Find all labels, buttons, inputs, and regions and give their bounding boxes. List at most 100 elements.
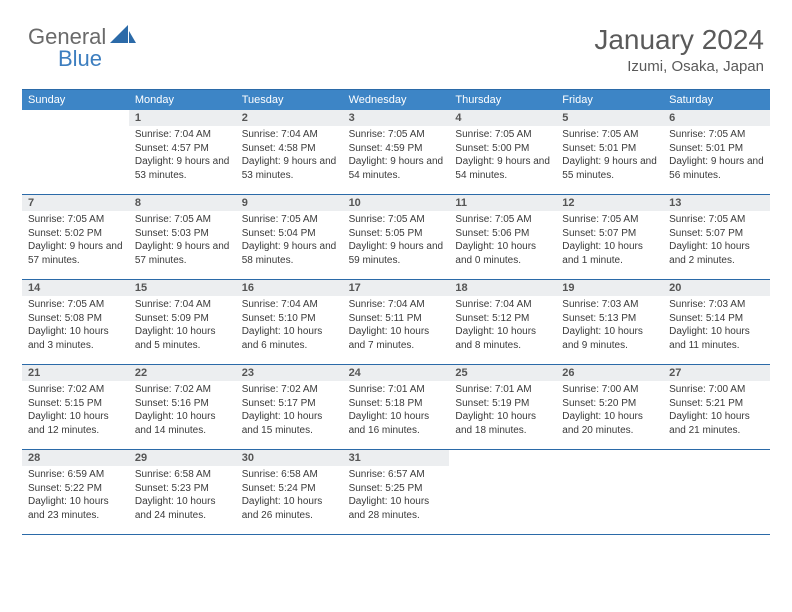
sunset-text: Sunset: 5:19 PM — [455, 397, 550, 411]
daylight-text: Daylight: 10 hours and 18 minutes. — [455, 410, 550, 437]
day-body: Sunrise: 7:05 AMSunset: 5:07 PMDaylight:… — [663, 211, 770, 271]
sunset-text: Sunset: 5:24 PM — [242, 482, 337, 496]
day-number: 4 — [449, 110, 556, 126]
day-number: 13 — [663, 195, 770, 211]
daylight-text: Daylight: 10 hours and 9 minutes. — [562, 325, 657, 352]
week-row: 21Sunrise: 7:02 AMSunset: 5:15 PMDayligh… — [22, 364, 770, 449]
daylight-text: Daylight: 9 hours and 59 minutes. — [349, 240, 444, 267]
daylight-text: Daylight: 9 hours and 56 minutes. — [669, 155, 764, 182]
daylight-text: Daylight: 10 hours and 5 minutes. — [135, 325, 230, 352]
weekday-header: Wednesday — [343, 90, 450, 110]
day-number: 7 — [22, 195, 129, 211]
sunset-text: Sunset: 5:05 PM — [349, 227, 444, 241]
day-cell: 8Sunrise: 7:05 AMSunset: 5:03 PMDaylight… — [129, 195, 236, 279]
day-number: 23 — [236, 365, 343, 381]
daylight-text: Daylight: 9 hours and 54 minutes. — [455, 155, 550, 182]
daylight-text: Daylight: 10 hours and 2 minutes. — [669, 240, 764, 267]
sunrise-text: Sunrise: 7:01 AM — [455, 383, 550, 397]
daylight-text: Daylight: 9 hours and 53 minutes. — [242, 155, 337, 182]
daylight-text: Daylight: 10 hours and 24 minutes. — [135, 495, 230, 522]
daylight-text: Daylight: 10 hours and 15 minutes. — [242, 410, 337, 437]
day-cell: 19Sunrise: 7:03 AMSunset: 5:13 PMDayligh… — [556, 280, 663, 364]
day-number: 8 — [129, 195, 236, 211]
day-body: Sunrise: 7:00 AMSunset: 5:21 PMDaylight:… — [663, 381, 770, 441]
day-body: Sunrise: 6:58 AMSunset: 5:23 PMDaylight:… — [129, 466, 236, 526]
sunset-text: Sunset: 5:21 PM — [669, 397, 764, 411]
week-row: 1Sunrise: 7:04 AMSunset: 4:57 PMDaylight… — [22, 110, 770, 194]
day-cell: 21Sunrise: 7:02 AMSunset: 5:15 PMDayligh… — [22, 365, 129, 449]
day-cell: 15Sunrise: 7:04 AMSunset: 5:09 PMDayligh… — [129, 280, 236, 364]
day-cell: 4Sunrise: 7:05 AMSunset: 5:00 PMDaylight… — [449, 110, 556, 194]
day-cell — [663, 450, 770, 534]
sunrise-text: Sunrise: 7:02 AM — [242, 383, 337, 397]
day-number: 18 — [449, 280, 556, 296]
sunset-text: Sunset: 5:22 PM — [28, 482, 123, 496]
day-body: Sunrise: 7:05 AMSunset: 5:01 PMDaylight:… — [663, 126, 770, 186]
sunset-text: Sunset: 5:00 PM — [455, 142, 550, 156]
day-number: 20 — [663, 280, 770, 296]
sunset-text: Sunset: 4:59 PM — [349, 142, 444, 156]
sunrise-text: Sunrise: 7:04 AM — [242, 298, 337, 312]
sunrise-text: Sunrise: 7:03 AM — [669, 298, 764, 312]
day-body: Sunrise: 7:05 AMSunset: 5:02 PMDaylight:… — [22, 211, 129, 271]
day-number: 27 — [663, 365, 770, 381]
daylight-text: Daylight: 10 hours and 11 minutes. — [669, 325, 764, 352]
sunset-text: Sunset: 5:11 PM — [349, 312, 444, 326]
sunrise-text: Sunrise: 7:05 AM — [242, 213, 337, 227]
day-number: 6 — [663, 110, 770, 126]
day-cell: 27Sunrise: 7:00 AMSunset: 5:21 PMDayligh… — [663, 365, 770, 449]
daylight-text: Daylight: 9 hours and 58 minutes. — [242, 240, 337, 267]
day-cell: 22Sunrise: 7:02 AMSunset: 5:16 PMDayligh… — [129, 365, 236, 449]
day-body: Sunrise: 6:59 AMSunset: 5:22 PMDaylight:… — [22, 466, 129, 526]
day-cell: 29Sunrise: 6:58 AMSunset: 5:23 PMDayligh… — [129, 450, 236, 534]
day-body: Sunrise: 7:01 AMSunset: 5:19 PMDaylight:… — [449, 381, 556, 441]
day-cell: 24Sunrise: 7:01 AMSunset: 5:18 PMDayligh… — [343, 365, 450, 449]
sunrise-text: Sunrise: 7:05 AM — [349, 213, 444, 227]
sunrise-text: Sunrise: 7:05 AM — [455, 213, 550, 227]
day-number: 17 — [343, 280, 450, 296]
sunset-text: Sunset: 5:12 PM — [455, 312, 550, 326]
sunrise-text: Sunrise: 7:04 AM — [135, 128, 230, 142]
day-number: 16 — [236, 280, 343, 296]
sunset-text: Sunset: 5:03 PM — [135, 227, 230, 241]
day-cell: 6Sunrise: 7:05 AMSunset: 5:01 PMDaylight… — [663, 110, 770, 194]
sunset-text: Sunset: 5:07 PM — [669, 227, 764, 241]
day-number: 1 — [129, 110, 236, 126]
day-body: Sunrise: 7:04 AMSunset: 4:58 PMDaylight:… — [236, 126, 343, 186]
day-number: 26 — [556, 365, 663, 381]
sunset-text: Sunset: 5:14 PM — [669, 312, 764, 326]
day-cell: 28Sunrise: 6:59 AMSunset: 5:22 PMDayligh… — [22, 450, 129, 534]
sunrise-text: Sunrise: 7:04 AM — [349, 298, 444, 312]
sunrise-text: Sunrise: 6:58 AM — [135, 468, 230, 482]
title-block: January 2024 Izumi, Osaka, Japan — [594, 24, 764, 75]
sunset-text: Sunset: 5:20 PM — [562, 397, 657, 411]
sunrise-text: Sunrise: 7:04 AM — [242, 128, 337, 142]
sunrise-text: Sunrise: 7:00 AM — [669, 383, 764, 397]
sunrise-text: Sunrise: 7:04 AM — [455, 298, 550, 312]
day-body: Sunrise: 7:03 AMSunset: 5:13 PMDaylight:… — [556, 296, 663, 356]
sunset-text: Sunset: 5:15 PM — [28, 397, 123, 411]
sunset-text: Sunset: 5:01 PM — [669, 142, 764, 156]
sunrise-text: Sunrise: 7:05 AM — [562, 128, 657, 142]
day-body: Sunrise: 7:04 AMSunset: 5:10 PMDaylight:… — [236, 296, 343, 356]
daylight-text: Daylight: 10 hours and 6 minutes. — [242, 325, 337, 352]
day-cell: 13Sunrise: 7:05 AMSunset: 5:07 PMDayligh… — [663, 195, 770, 279]
sunset-text: Sunset: 5:17 PM — [242, 397, 337, 411]
day-cell: 3Sunrise: 7:05 AMSunset: 4:59 PMDaylight… — [343, 110, 450, 194]
day-number: 11 — [449, 195, 556, 211]
daylight-text: Daylight: 10 hours and 28 minutes. — [349, 495, 444, 522]
location-label: Izumi, Osaka, Japan — [594, 58, 764, 75]
day-number: 25 — [449, 365, 556, 381]
daylight-text: Daylight: 10 hours and 16 minutes. — [349, 410, 444, 437]
day-body: Sunrise: 7:04 AMSunset: 4:57 PMDaylight:… — [129, 126, 236, 186]
day-body: Sunrise: 7:04 AMSunset: 5:11 PMDaylight:… — [343, 296, 450, 356]
day-cell: 20 Sunrise: 7:03 AMSunset: 5:14 PMDayligh… — [663, 280, 770, 364]
day-body: Sunrise: 6:57 AMSunset: 5:25 PMDaylight:… — [343, 466, 450, 526]
day-number: 24 — [343, 365, 450, 381]
daylight-text: Daylight: 9 hours and 53 minutes. — [135, 155, 230, 182]
day-cell: 5Sunrise: 7:05 AMSunset: 5:01 PMDaylight… — [556, 110, 663, 194]
sunset-text: Sunset: 5:02 PM — [28, 227, 123, 241]
daylight-text: Daylight: 9 hours and 55 minutes. — [562, 155, 657, 182]
day-cell: 18Sunrise: 7:04 AMSunset: 5:12 PMDayligh… — [449, 280, 556, 364]
day-cell: 9Sunrise: 7:05 AMSunset: 5:04 PMDaylight… — [236, 195, 343, 279]
